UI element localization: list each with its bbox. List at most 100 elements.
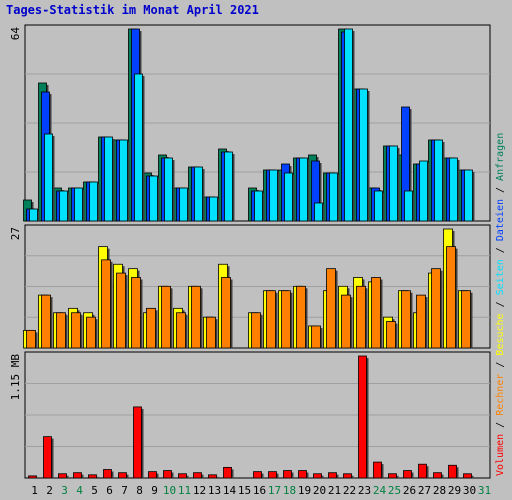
x-tick-label-13: 13 bbox=[208, 484, 221, 497]
x-tick-label-14: 14 bbox=[223, 484, 237, 497]
bar-volumen-6 bbox=[103, 469, 112, 479]
bar-volumen-19 bbox=[298, 470, 307, 479]
x-tick-label-1: 1 bbox=[31, 484, 38, 497]
bar-seiten-28 bbox=[434, 139, 443, 222]
bar-rechner-18 bbox=[281, 290, 291, 349]
x-tick-label-29: 29 bbox=[448, 484, 461, 497]
bar-seiten-20 bbox=[314, 202, 323, 222]
bar-seiten-14 bbox=[224, 151, 233, 222]
bar-rechner-1 bbox=[26, 329, 36, 349]
legend-besuche: Besuche bbox=[495, 313, 506, 355]
bar-seiten-26 bbox=[404, 190, 413, 222]
bar-seiten-23 bbox=[359, 88, 368, 222]
x-tick-label-25: 25 bbox=[388, 484, 401, 497]
legend-sep: / bbox=[495, 181, 506, 199]
bar-volumen-3 bbox=[58, 473, 67, 479]
bar-seiten-7 bbox=[119, 139, 128, 222]
bar-volumen-18 bbox=[283, 470, 292, 479]
x-tick-label-20: 20 bbox=[313, 484, 326, 497]
bar-rechner-16 bbox=[251, 312, 261, 349]
bar-rechner-22 bbox=[341, 294, 351, 349]
bar-rechner-7 bbox=[116, 272, 126, 349]
legend-sep: / bbox=[495, 241, 506, 259]
y-max-label-2: 27 bbox=[9, 227, 22, 240]
bar-volumen-21 bbox=[328, 472, 337, 479]
bar-volumen-4 bbox=[73, 472, 82, 479]
bar-rechner-10 bbox=[161, 285, 171, 349]
bar-volumen-13 bbox=[208, 474, 217, 479]
bar-seiten-5 bbox=[89, 181, 98, 222]
bar-seiten-2 bbox=[44, 133, 53, 222]
bar-volumen-17 bbox=[268, 471, 277, 479]
x-tick-label-16: 16 bbox=[253, 484, 266, 497]
x-tick-label-24: 24 bbox=[373, 484, 387, 497]
bar-seiten-17 bbox=[269, 169, 278, 222]
x-tick-label-31: 31 bbox=[478, 484, 491, 497]
bar-seiten-22 bbox=[344, 28, 353, 222]
x-tick-label-2: 2 bbox=[46, 484, 53, 497]
bar-volumen-10 bbox=[163, 470, 172, 479]
bar-volumen-26 bbox=[403, 470, 412, 479]
x-tick-label-26: 26 bbox=[403, 484, 416, 497]
bar-rechner-30 bbox=[461, 290, 471, 349]
bar-rechner-13 bbox=[206, 316, 216, 349]
bar-seiten-27 bbox=[419, 160, 428, 222]
bar-rechner-24 bbox=[371, 277, 381, 349]
x-tick-label-8: 8 bbox=[136, 484, 143, 497]
bar-rechner-19 bbox=[296, 285, 306, 349]
bar-rechner-8 bbox=[131, 277, 141, 349]
legend-dateien: Dateien bbox=[495, 199, 506, 241]
bar-seiten-18 bbox=[284, 172, 293, 222]
x-tick-label-30: 30 bbox=[463, 484, 476, 497]
bar-volumen-9 bbox=[148, 471, 157, 479]
bar-rechner-12 bbox=[191, 285, 201, 349]
x-tick-label-27: 27 bbox=[418, 484, 431, 497]
bar-volumen-23 bbox=[358, 355, 367, 479]
legend-sep: / bbox=[495, 416, 506, 434]
x-tick-label-23: 23 bbox=[358, 484, 371, 497]
bar-volumen-12 bbox=[193, 472, 202, 479]
x-tick-label-28: 28 bbox=[433, 484, 446, 497]
bar-rechner-2 bbox=[41, 294, 51, 349]
bar-seiten-10 bbox=[164, 157, 173, 222]
bar-volumen-29 bbox=[448, 464, 457, 479]
bar-rechner-23 bbox=[356, 285, 366, 349]
bar-rechner-9 bbox=[146, 307, 156, 349]
x-tick-label-15: 15 bbox=[238, 484, 251, 497]
bar-volumen-28 bbox=[433, 472, 442, 479]
bar-seiten-19 bbox=[299, 157, 308, 222]
bar-volumen-7 bbox=[118, 472, 127, 479]
bar-volumen-16 bbox=[253, 471, 262, 479]
x-tick-label-9: 9 bbox=[151, 484, 158, 497]
bar-seiten-29 bbox=[449, 157, 458, 222]
legend-anfragen: Anfragen bbox=[495, 133, 506, 181]
bar-volumen-20 bbox=[313, 473, 322, 479]
bar-volumen-14 bbox=[223, 466, 232, 479]
legend-volumen: Volumen bbox=[495, 434, 506, 476]
bar-seiten-1 bbox=[29, 208, 38, 222]
x-tick-label-21: 21 bbox=[328, 484, 341, 497]
bar-rechner-17 bbox=[266, 290, 276, 349]
bar-seiten-25 bbox=[389, 145, 398, 222]
bar-volumen-22 bbox=[343, 473, 352, 479]
bar-seiten-11 bbox=[179, 187, 188, 222]
bar-volumen-1 bbox=[28, 475, 37, 479]
bar-rechner-25 bbox=[386, 321, 396, 349]
x-tick-label-4: 4 bbox=[76, 484, 83, 497]
bar-rechner-4 bbox=[71, 312, 81, 349]
x-tick-label-5: 5 bbox=[91, 484, 98, 497]
bar-volumen-24 bbox=[373, 461, 382, 479]
bar-seiten-13 bbox=[209, 196, 218, 222]
bar-rechner-26 bbox=[401, 290, 411, 349]
y-max-label-1: 64 bbox=[9, 27, 22, 41]
bar-volumen-2 bbox=[43, 436, 52, 479]
x-tick-label-18: 18 bbox=[283, 484, 296, 497]
bar-volumen-11 bbox=[178, 473, 187, 479]
bar-seiten-24 bbox=[374, 190, 383, 222]
x-tick-label-10: 10 bbox=[163, 484, 176, 497]
bar-rechner-11 bbox=[176, 312, 186, 349]
bar-seiten-30 bbox=[464, 169, 473, 222]
y-max-label-3: 1.15 MB bbox=[9, 354, 22, 401]
